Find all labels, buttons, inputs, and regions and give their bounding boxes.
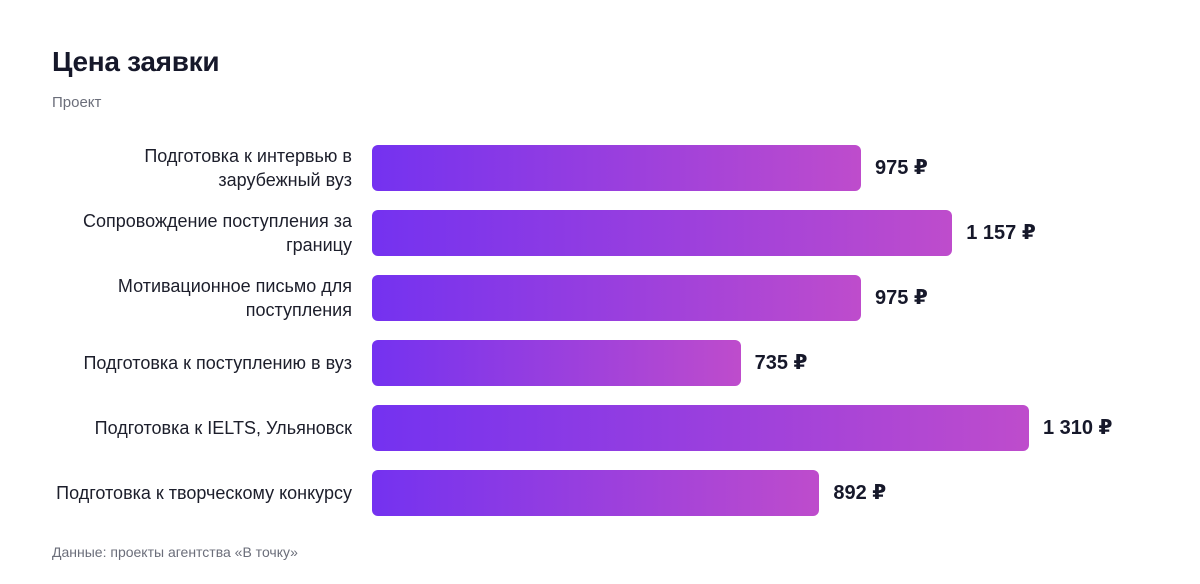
- category-label: Подготовка к IELTS, Ульяновск: [94, 418, 352, 438]
- value-label: 735 ₽: [754, 352, 808, 374]
- category-label: Подготовка к интервью в зарубежный вуз: [144, 146, 352, 190]
- bar: [372, 405, 1029, 451]
- category-label: Подготовка к поступлению в вуз: [83, 353, 352, 373]
- category-label: Сопровождение поступления за границу: [83, 211, 352, 255]
- category-label: Мотивационное письмо для поступления: [117, 276, 352, 320]
- chart-title: Цена заявки: [52, 46, 220, 77]
- value-label: 1 310 ₽: [1042, 417, 1113, 439]
- chart-subtitle: Проект: [52, 94, 102, 111]
- bar: [372, 145, 861, 191]
- bar: [372, 275, 861, 321]
- value-label: 975 ₽: [874, 157, 928, 179]
- bar: [372, 340, 741, 386]
- category-label: Подготовка к творческому конкурсу: [56, 483, 352, 503]
- value-label: 892 ₽: [833, 482, 887, 504]
- bar: [372, 210, 953, 256]
- chart-source: Данные: проекты агентства «В точку»: [52, 544, 298, 560]
- value-label: 975 ₽: [874, 287, 928, 309]
- bar: [372, 470, 820, 516]
- value-label: 1 157 ₽: [966, 222, 1036, 244]
